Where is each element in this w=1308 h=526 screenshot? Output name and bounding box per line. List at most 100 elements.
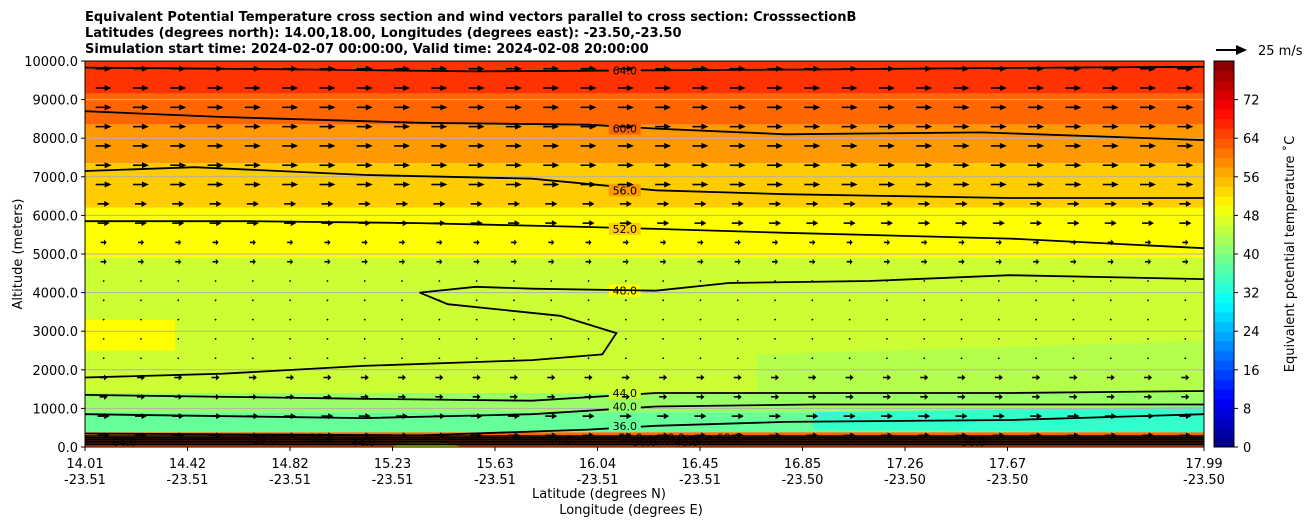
- wind-vector-head: [962, 104, 970, 111]
- wind-vector-head: [700, 374, 705, 381]
- wind-vector-head: [1185, 432, 1192, 439]
- chart-title-line-3: Simulation start time: 2024-02-07 00:00:…: [85, 42, 649, 57]
- wind-vector-head: [253, 123, 261, 130]
- contour-label-bg: [608, 184, 641, 197]
- wind-vector-head: [775, 432, 782, 439]
- wind-vector: [550, 299, 553, 302]
- wind-vector-head: [216, 123, 224, 130]
- wind-vector-head: [626, 181, 634, 188]
- contour-label-bg: [608, 64, 641, 77]
- wind-vector-head: [850, 181, 858, 188]
- wind-vector: [699, 357, 702, 360]
- wind-vector-head: [626, 162, 634, 169]
- wind-vector-head: [141, 181, 149, 188]
- wind-vector: [140, 280, 142, 282]
- y-axis-ticks: 0.0 1000.0 2000.0 3000.0 4000.0 5000.0 6000.0 7…: [24, 55, 85, 456]
- wind-vector-head: [290, 413, 297, 420]
- wind-vector-head: [999, 85, 1007, 92]
- wind-vector: [214, 357, 217, 360]
- wind-vector: [1147, 280, 1149, 282]
- wind-vector-head: [1148, 200, 1155, 207]
- wind-vector-head: [775, 413, 782, 420]
- wind-vector-head: [179, 65, 187, 72]
- wind-vector-head: [1074, 123, 1082, 130]
- wind-vector-head: [552, 104, 560, 111]
- x-tick-label-lon: -23.51: [269, 473, 311, 488]
- wind-vector-head: [104, 393, 108, 400]
- wind-vector-head: [813, 162, 821, 169]
- wind-vector: [624, 299, 627, 302]
- wind-vector-head: [962, 181, 970, 188]
- wind-vector-head: [999, 181, 1007, 188]
- wind-vector-head: [477, 104, 485, 111]
- wind-vector: [699, 338, 702, 340]
- wind-vector-head: [961, 393, 966, 400]
- wind-vector: [736, 280, 739, 282]
- x-tick-label-lon: -23.51: [474, 473, 516, 488]
- wind-vector-head: [1186, 142, 1194, 149]
- wind-vector: [1109, 357, 1112, 360]
- wind-vector-head: [1037, 181, 1045, 188]
- wind-vector-head: [514, 142, 522, 149]
- wind-vector-head: [178, 220, 185, 227]
- wind-vector: [1072, 338, 1075, 340]
- wind-vector-head: [215, 258, 219, 265]
- contour-label: 56.0: [613, 184, 638, 197]
- wind-vector-head: [216, 104, 224, 111]
- wind-vector: [997, 299, 1000, 302]
- wind-vector-head: [813, 181, 821, 188]
- wind-vector-head: [812, 413, 819, 420]
- wind-vector: [960, 280, 963, 282]
- contour-label: 44.0: [613, 387, 638, 400]
- wind-vector: [1035, 299, 1038, 302]
- wind-vector-head: [589, 220, 595, 227]
- wind-vector: [848, 280, 851, 282]
- wind-vector-head: [999, 123, 1007, 130]
- wind-vector-head: [514, 393, 518, 400]
- wind-vector-head: [588, 258, 592, 265]
- wind-vector-head: [253, 181, 261, 188]
- wind-vector-head: [1074, 142, 1082, 149]
- contour-label: 36.0: [632, 436, 657, 449]
- wind-vector-head: [104, 374, 108, 381]
- wind-vector-head: [179, 181, 187, 188]
- wind-vector-head: [738, 413, 744, 420]
- wind-vector-head: [216, 181, 224, 188]
- y-tick-label: 0.0: [57, 441, 78, 456]
- wind-vector-head: [253, 413, 259, 420]
- wind-vector-head: [104, 123, 112, 130]
- wind-vector: [774, 357, 776, 360]
- wind-vector-head: [701, 413, 707, 420]
- wind-vector: [886, 318, 888, 321]
- wind-vector-head: [141, 65, 149, 72]
- wind-vector-head: [290, 393, 295, 400]
- wind-vector: [513, 299, 515, 302]
- wind-vector-head: [1073, 258, 1077, 265]
- wind-vector-head: [887, 65, 895, 72]
- wind-vector-head: [700, 258, 704, 265]
- wind-vector-head: [439, 200, 446, 207]
- wind-vector: [774, 280, 776, 282]
- wind-vector-head: [290, 374, 295, 381]
- wind-vector: [363, 299, 366, 302]
- wind-vector-head: [1036, 413, 1043, 420]
- wind-vector-head: [738, 258, 741, 265]
- wind-vector-head: [887, 220, 893, 227]
- contour-lines: 64.060.056.052.048.044.040.036.064.0 28.0…: [85, 64, 1204, 449]
- wind-vector-head: [663, 220, 670, 227]
- wind-vector: [363, 338, 366, 340]
- wind-vector-head: [1185, 239, 1189, 246]
- wind-vector-head: [403, 123, 411, 130]
- wind-vector-head: [962, 220, 968, 227]
- wind-vector-head: [291, 85, 299, 92]
- wind-vector-head: [328, 85, 336, 92]
- wind-vector-head: [775, 220, 782, 227]
- wind-vector-head: [1111, 65, 1119, 72]
- wind-vector-head: [1074, 162, 1082, 169]
- wind-vector-head: [215, 239, 219, 246]
- wind-vector-head: [924, 220, 931, 227]
- wind-vector-head: [1036, 258, 1040, 265]
- wind-vector: [214, 299, 217, 302]
- wind-vector-head: [1148, 239, 1152, 246]
- wind-vector-head: [1148, 258, 1152, 265]
